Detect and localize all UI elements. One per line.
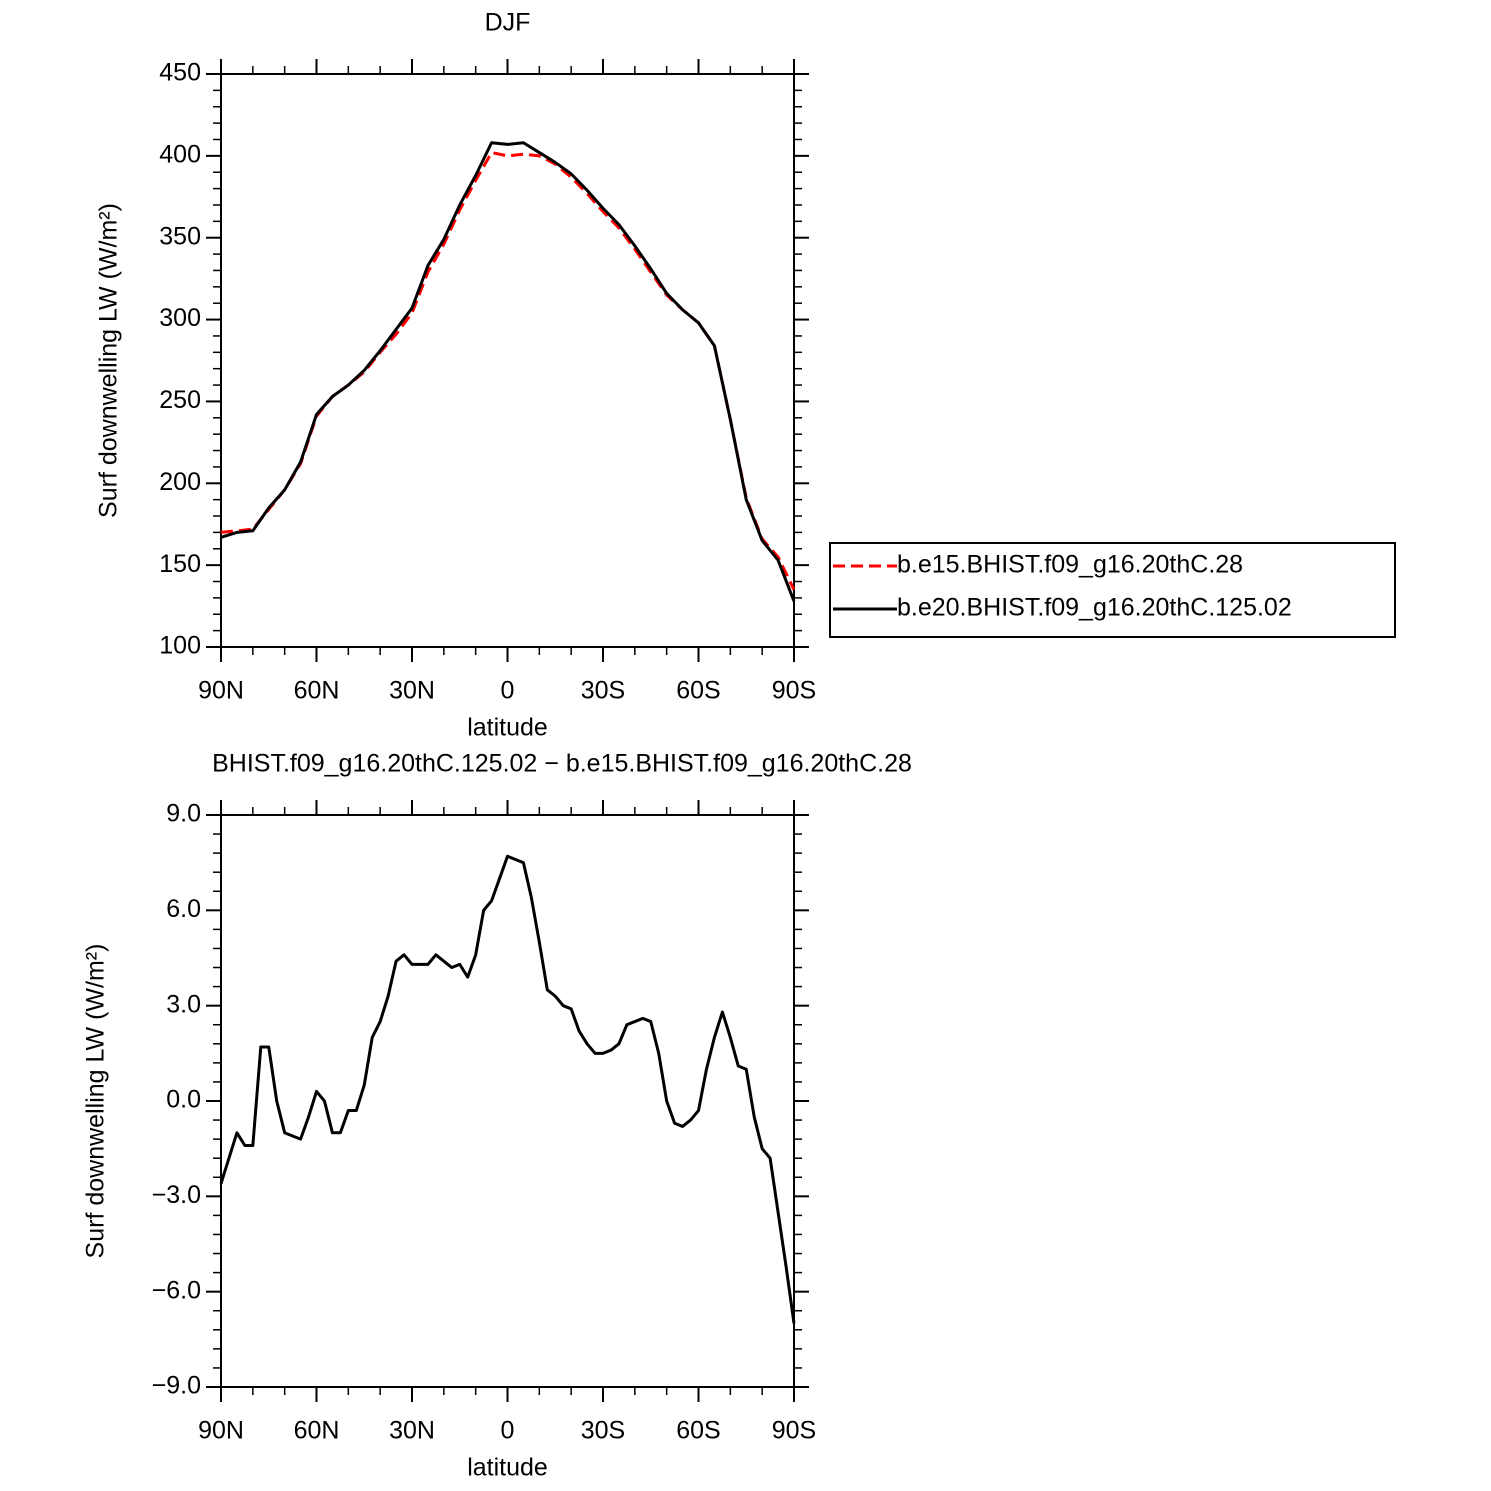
data-line <box>220 141 796 602</box>
y-tick-label: 400 <box>159 140 201 168</box>
y-tick-label: 0.0 <box>166 1086 201 1114</box>
y-tick-label: 350 <box>159 222 201 250</box>
y-tick-label: 450 <box>159 59 201 87</box>
x-tick-label: 90N <box>198 1417 244 1445</box>
x-tick-label: 60N <box>294 1417 340 1445</box>
chart-title: BHIST.f09_g16.20thC.125.02 − b.e15.BHIST… <box>212 750 912 778</box>
x-tick-label: 90S <box>772 677 816 705</box>
chart-title: DJF <box>485 9 531 37</box>
x-tick-label: 90S <box>772 1417 816 1445</box>
legend-box <box>829 542 1396 638</box>
y-tick-label: −3.0 <box>152 1181 201 1209</box>
x-axis-label: latitude <box>467 1454 548 1482</box>
x-tick-label: 0 <box>501 677 515 705</box>
y-tick-label: −6.0 <box>152 1276 201 1304</box>
data-line <box>219 854 796 1324</box>
legend-label: b.e15.BHIST.f09_g16.20thC.28 <box>897 551 1243 579</box>
y-tick-label: 200 <box>159 468 201 496</box>
y-tick-label: 6.0 <box>166 895 201 923</box>
y-axis-label: Surf downwelling LW (W/m²) <box>95 203 123 518</box>
y-tick-label: 9.0 <box>166 800 201 828</box>
y-tick-label: 250 <box>159 386 201 414</box>
x-tick-label: 30N <box>389 1417 435 1445</box>
x-tick-label: 30S <box>581 677 625 705</box>
y-tick-label: 150 <box>159 550 201 578</box>
x-axis-label: latitude <box>467 714 548 742</box>
x-tick-label: 30S <box>581 1417 625 1445</box>
x-tick-label: 60S <box>676 1417 720 1445</box>
x-tick-label: 60S <box>676 677 720 705</box>
y-tick-label: 3.0 <box>166 990 201 1018</box>
y-tick-label: 100 <box>159 632 201 660</box>
y-axis-label: Surf downwelling LW (W/m²) <box>82 944 110 1259</box>
legend-label: b.e20.BHIST.f09_g16.20thC.125.02 <box>897 594 1292 622</box>
x-tick-label: 0 <box>501 1417 515 1445</box>
x-tick-label: 90N <box>198 677 244 705</box>
x-tick-label: 30N <box>389 677 435 705</box>
y-tick-label: 300 <box>159 304 201 332</box>
x-tick-label: 60N <box>294 677 340 705</box>
y-tick-label: −9.0 <box>152 1372 201 1400</box>
